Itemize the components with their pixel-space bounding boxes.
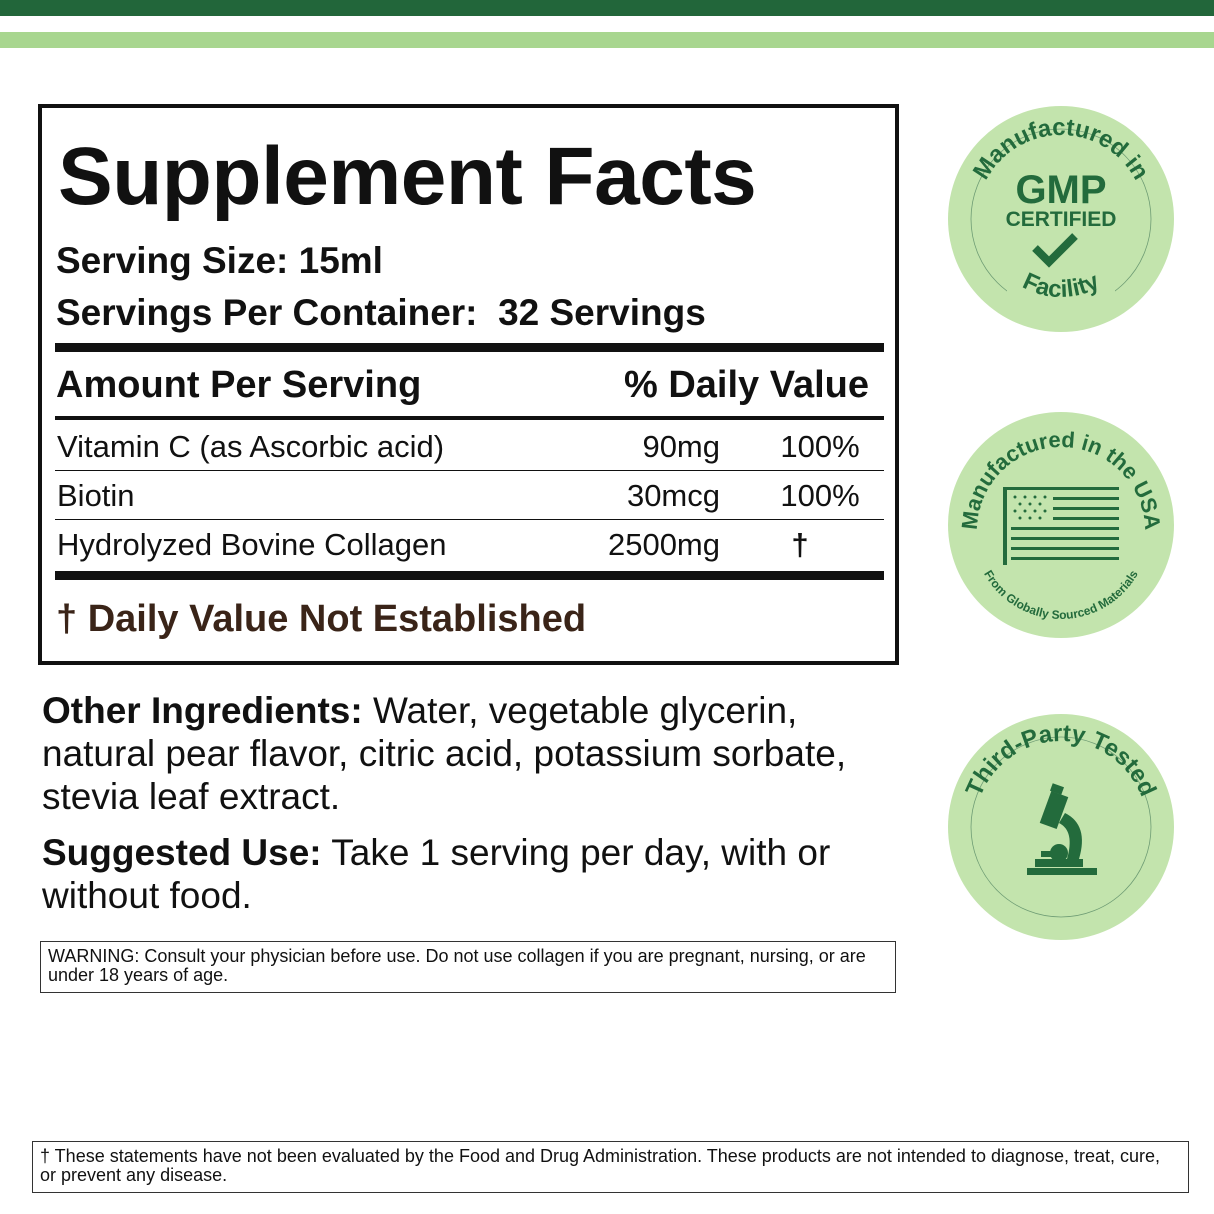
nutrient-amount: 2500mg (607, 527, 720, 562)
nutrient-dv: † (791, 527, 809, 562)
thick-divider (55, 343, 884, 352)
other-ingredients: Other Ingredients: Water, vegetable glyc… (42, 689, 902, 818)
nutrient-amount: 30mcg (626, 478, 720, 513)
table-row: Hydrolyzed Bovine Collagen 2500mg † (55, 520, 884, 569)
warning-box: WARNING: Consult your physician before u… (40, 941, 896, 993)
usa-badge: Manufactured in the USA From Globally So… (948, 412, 1174, 638)
header-daily-value: % Daily Value (623, 364, 869, 406)
divider (55, 416, 884, 420)
third-party-tested-badge: Third-Party Tested (948, 714, 1174, 940)
nutrient-dv: 100% (780, 429, 860, 464)
nutrient-dv: 100% (780, 478, 860, 513)
other-ingredients-label: Other Ingredients: (42, 690, 363, 731)
nutrient-amount: 90mg (642, 429, 720, 464)
checkmark-icon (1032, 233, 1078, 268)
nutrient-name: Vitamin C (as Ascorbic acid) (57, 429, 445, 464)
serving-size: Serving Size: 15ml (56, 240, 383, 281)
facts-title: Supplement Facts (58, 131, 757, 222)
thick-divider (55, 571, 884, 580)
servings-per-container: Servings Per Container: 32 Servings (56, 292, 706, 333)
suggested-use-label: Suggested Use: (42, 832, 322, 873)
badge-gmp-text: GMP (1015, 168, 1106, 212)
top-stripe (0, 32, 1214, 48)
table-row: Biotin 30mcg 100% (55, 471, 884, 520)
daily-value-footnote: † Daily Value Not Established (56, 598, 587, 640)
supplement-facts-panel: Supplement Facts Serving Size: 15ml Serv… (38, 104, 899, 665)
nutrient-name: Hydrolyzed Bovine Collagen (57, 527, 447, 562)
fda-disclaimer: † These statements have not been evaluat… (32, 1141, 1189, 1193)
badge-certified-text: CERTIFIED (1006, 208, 1117, 231)
nutrient-name: Biotin (57, 478, 135, 513)
suggested-use: Suggested Use: Take 1 serving per day, w… (42, 831, 902, 917)
header-amount: Amount Per Serving (56, 364, 422, 406)
us-flag-icon (1003, 487, 1119, 565)
other-ingredients-text: Water, vegetable glycerin, natural pear … (42, 690, 847, 817)
table-row: Vitamin C (as Ascorbic acid) 90mg 100% (55, 422, 884, 471)
top-bar (0, 0, 1214, 16)
microscope-icon (1027, 783, 1097, 875)
suggested-use-text: Take 1 serving per day, with or without … (42, 832, 831, 916)
gmp-badge: Manufactured in GMP CERTIFIED Facility (948, 106, 1174, 332)
